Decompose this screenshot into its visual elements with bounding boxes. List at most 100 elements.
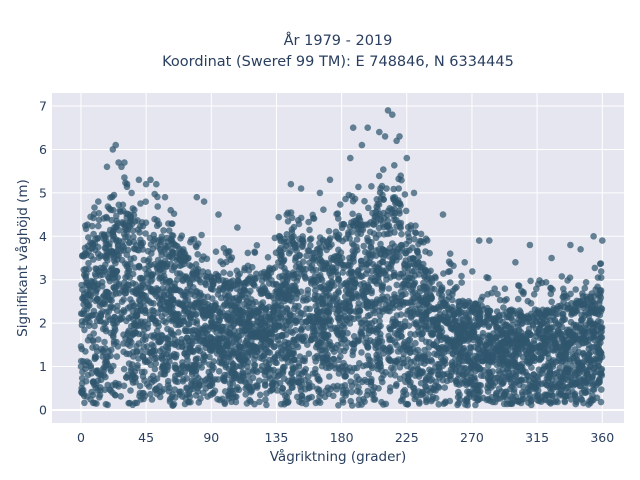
data-point (415, 388, 423, 395)
data-point (89, 391, 97, 399)
data-point (545, 362, 552, 370)
data-point (253, 242, 261, 249)
data-point (346, 320, 354, 327)
data-point (192, 261, 200, 268)
data-point (376, 312, 384, 319)
data-point (339, 390, 347, 397)
data-point (555, 351, 562, 358)
data-point (156, 338, 164, 346)
data-point (171, 262, 179, 270)
data-point (252, 352, 259, 360)
data-point (138, 274, 145, 282)
data-point (149, 271, 157, 278)
data-point (341, 373, 349, 380)
data-point (266, 266, 274, 274)
data-point (368, 375, 375, 383)
data-point (243, 278, 250, 286)
data-point (173, 270, 181, 277)
data-point (377, 296, 384, 304)
data-point (358, 349, 365, 356)
data-point (364, 237, 372, 244)
data-point (151, 215, 158, 223)
data-point (173, 351, 180, 359)
data-point (551, 380, 558, 388)
data-point (337, 282, 344, 290)
data-point (530, 353, 538, 361)
data-point (399, 298, 407, 306)
data-point (82, 250, 90, 257)
data-point (579, 290, 586, 297)
data-point (414, 370, 421, 378)
data-point (361, 197, 368, 205)
data-point (305, 350, 313, 358)
data-point (112, 236, 120, 243)
data-point (393, 281, 401, 289)
data-point (150, 334, 157, 341)
data-point (245, 323, 253, 330)
data-point (556, 368, 563, 376)
data-point (169, 340, 176, 347)
data-point (245, 303, 253, 311)
data-point (126, 342, 134, 350)
data-point (154, 243, 161, 250)
data-point (90, 210, 98, 218)
data-point (597, 260, 605, 267)
data-point (214, 335, 222, 343)
data-point (525, 325, 533, 333)
data-point (402, 277, 409, 285)
data-point (512, 346, 520, 353)
data-point (243, 329, 250, 337)
data-point (246, 378, 253, 386)
data-point (232, 363, 240, 370)
data-point (107, 387, 114, 394)
data-point (341, 347, 348, 355)
data-point (325, 308, 333, 316)
data-point (568, 362, 576, 370)
data-point (218, 326, 225, 334)
data-point (281, 245, 288, 253)
data-point (148, 341, 156, 348)
data-point (338, 221, 346, 228)
data-point (505, 324, 513, 331)
data-point (295, 302, 302, 310)
data-point (360, 242, 368, 250)
data-point (391, 357, 399, 365)
data-point (151, 365, 159, 373)
data-point (345, 270, 353, 277)
data-point (182, 293, 189, 300)
data-point (130, 233, 137, 241)
data-point (214, 395, 221, 403)
data-point (383, 185, 390, 192)
data-point (411, 235, 418, 243)
data-point (266, 349, 274, 357)
data-point (160, 293, 168, 301)
data-point (441, 384, 449, 391)
data-point (431, 285, 438, 293)
data-point (369, 209, 376, 217)
data-point (466, 390, 473, 398)
data-point (188, 275, 196, 282)
data-point (410, 384, 417, 392)
data-point (530, 291, 538, 298)
data-point (156, 347, 164, 355)
data-point (508, 339, 515, 347)
data-point (591, 292, 598, 300)
chart-title-line1: År 1979 - 2019 (284, 32, 393, 49)
data-point (325, 364, 333, 372)
data-point (169, 402, 176, 409)
data-point (492, 334, 500, 342)
data-point (136, 264, 143, 271)
data-point (124, 233, 132, 241)
data-point (344, 367, 351, 374)
data-point (422, 383, 430, 390)
data-point (485, 323, 493, 331)
data-point (88, 222, 96, 230)
data-point (431, 273, 439, 281)
data-point (422, 377, 429, 385)
data-point (561, 398, 569, 406)
data-point (397, 345, 405, 353)
data-point (137, 396, 145, 403)
data-point (387, 384, 394, 391)
data-point (120, 244, 128, 251)
data-point (130, 254, 138, 262)
